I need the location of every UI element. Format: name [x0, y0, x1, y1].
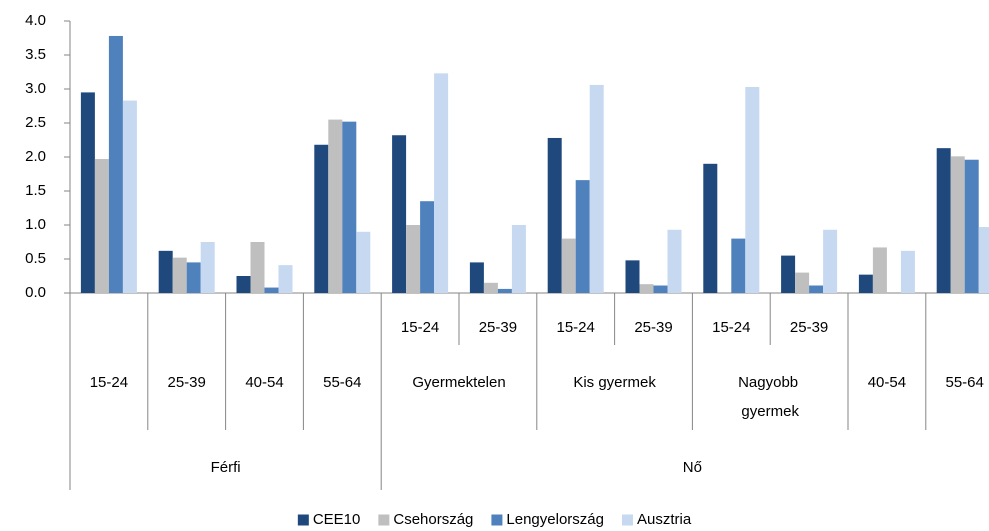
- x-group-label: Nagyobb gyermek: [738, 374, 802, 420]
- bar: [108, 35, 123, 294]
- bar: [356, 231, 371, 293]
- x-top-group-label: Férfi: [211, 459, 241, 476]
- bar: [122, 100, 137, 293]
- bar: [392, 135, 407, 293]
- bar: [667, 229, 682, 293]
- legend-label: Ausztria: [637, 511, 692, 528]
- bar: [511, 225, 526, 293]
- bar: [497, 288, 512, 293]
- bar: [483, 282, 498, 293]
- bar: [186, 262, 201, 293]
- bar: [575, 180, 590, 293]
- y-tick-label: 1.0: [25, 216, 46, 233]
- bar: [978, 227, 989, 293]
- bar: [823, 229, 838, 293]
- x-tick-label: 40-54: [245, 374, 283, 391]
- bar: [858, 274, 873, 293]
- x-tick-label: 25-39: [634, 319, 672, 336]
- x-group-label: Kis gyermek: [573, 374, 656, 391]
- bar: [434, 73, 449, 293]
- y-tick-label: 3.0: [25, 80, 46, 97]
- bar: [172, 257, 187, 293]
- y-tick-label: 1.5: [25, 182, 46, 199]
- bar: [639, 284, 654, 293]
- x-tick-label: 55-64: [323, 374, 361, 391]
- bar: [342, 121, 357, 293]
- bar: [406, 225, 421, 293]
- bar: [250, 242, 265, 293]
- bar: [781, 255, 796, 293]
- legend-swatch: [297, 514, 309, 526]
- x-group-label: Gyermektelen: [412, 374, 505, 391]
- legend-swatch: [378, 514, 390, 526]
- bar: [328, 119, 343, 293]
- bar: [653, 285, 668, 293]
- bar: [703, 163, 718, 293]
- bar: [795, 272, 810, 293]
- bar: [561, 238, 576, 293]
- legend-swatch: [491, 514, 503, 526]
- x-tick-label: 55-64: [946, 374, 984, 391]
- y-tick-label: 4.0: [25, 12, 46, 29]
- bar: [264, 287, 279, 293]
- bar: [278, 265, 293, 293]
- y-tick-label: 2.0: [25, 148, 46, 165]
- y-tick-label: 2.5: [25, 114, 46, 131]
- y-tick-label: 3.5: [25, 46, 46, 63]
- x-tick-label: 15-24: [557, 319, 595, 336]
- x-tick-label: 25-39: [790, 319, 828, 336]
- bar: [94, 159, 109, 293]
- bar: [872, 247, 887, 293]
- x-tick-label: 15-24: [401, 319, 439, 336]
- bar: [731, 238, 746, 293]
- bar: [625, 260, 640, 293]
- bar: [547, 137, 562, 293]
- bar: [745, 86, 760, 294]
- x-tick-label: 40-54: [868, 374, 906, 391]
- x-tick-label: 25-39: [168, 374, 206, 391]
- bar: [469, 262, 484, 293]
- x-tick-label: 25-39: [479, 319, 517, 336]
- bar: [314, 144, 329, 293]
- y-tick-label: 0.5: [25, 250, 46, 267]
- bar: [950, 156, 965, 293]
- bar: [200, 242, 215, 293]
- legend-label: CEE10: [313, 511, 361, 528]
- bar: [964, 159, 979, 293]
- legend-swatch: [621, 514, 633, 526]
- y-tick-label: 0.0: [25, 284, 46, 301]
- bar: [900, 250, 915, 293]
- bar: [236, 276, 251, 293]
- bar: [936, 148, 951, 293]
- bar: [80, 92, 95, 294]
- bar: [589, 84, 604, 293]
- x-tick-label: 15-24: [90, 374, 128, 391]
- x-tick-label: 15-24: [712, 319, 750, 336]
- bar: [158, 250, 173, 293]
- bar: [809, 285, 824, 293]
- x-top-group-label: Nő: [683, 459, 702, 476]
- bar: [420, 201, 435, 293]
- legend-label: Lengyelország: [506, 511, 604, 528]
- legend-label: Csehország: [393, 511, 473, 528]
